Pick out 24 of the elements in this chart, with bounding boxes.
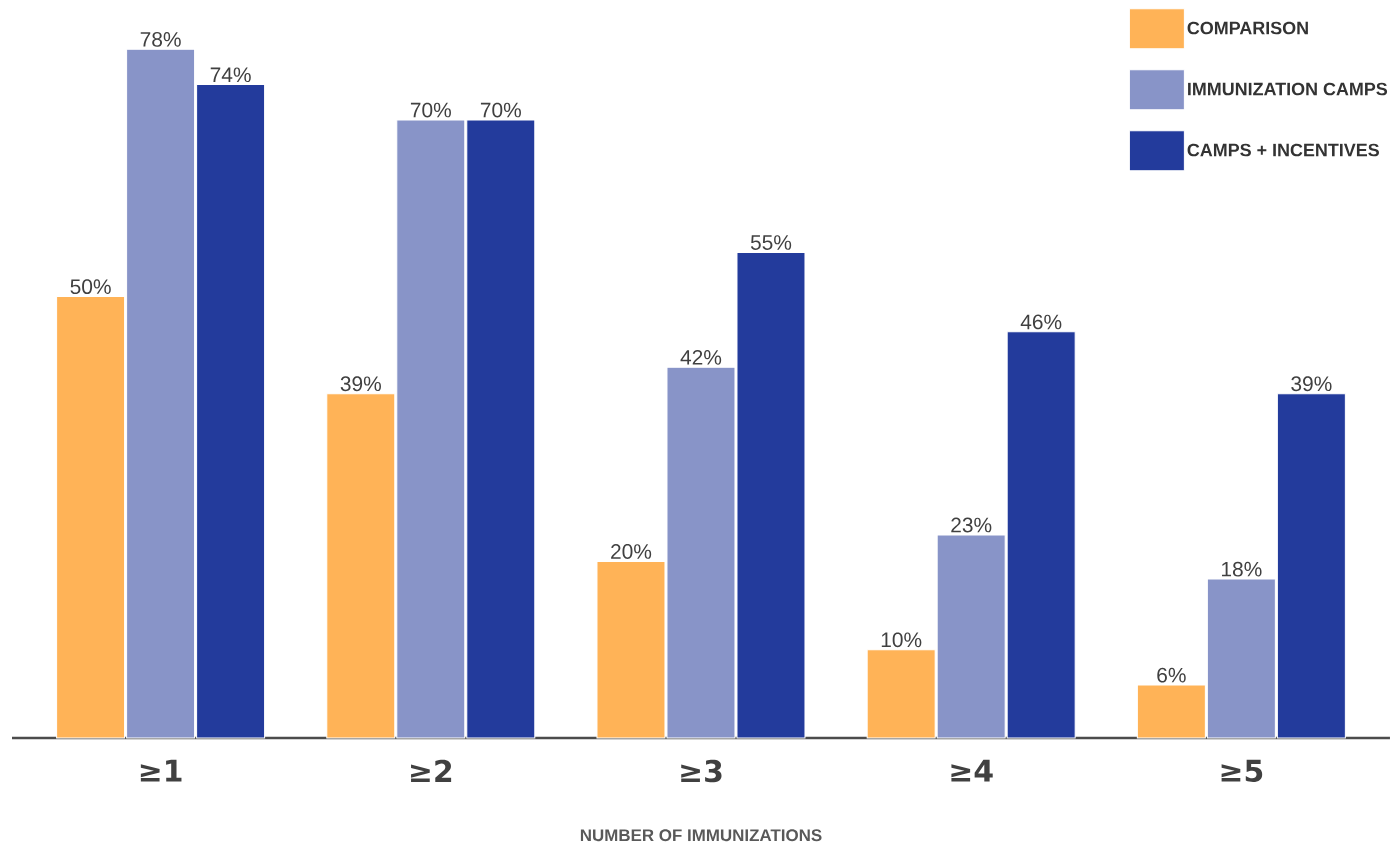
data-label: 20% [611,544,652,559]
data-label: 74% [210,67,251,83]
data-label: 39% [1291,376,1332,392]
data-label: 55% [750,235,792,250]
data-label: 50% [70,279,111,295]
legend-label: IMMUNIZATION CAMPS [1188,82,1388,96]
data-label: 23% [951,517,992,533]
x-tick-label: ≥1 [140,759,182,782]
data-label: 10% [881,632,922,648]
data-label: 78% [140,31,181,47]
data-label: 46% [1020,314,1062,330]
legend-label: CAMPS + INCENTIVES [1187,143,1379,157]
x-tick-label: ≥3 [681,759,722,783]
data-label: 18% [1222,561,1262,577]
data-label: 42% [680,349,722,365]
x-tick-label: ≥5 [1221,759,1263,782]
data-label: 70% [410,102,451,118]
legend-label: COMPARISON [1187,21,1308,35]
x-tick-label: ≥4 [951,759,993,782]
x-axis-title: NUMBER OF IMMUNIZATIONS [580,829,822,842]
x-tick-label: ≥2 [411,759,452,782]
data-label: 70% [480,102,521,118]
data-label: 39% [340,376,381,392]
data-label: 6% [1157,667,1186,683]
